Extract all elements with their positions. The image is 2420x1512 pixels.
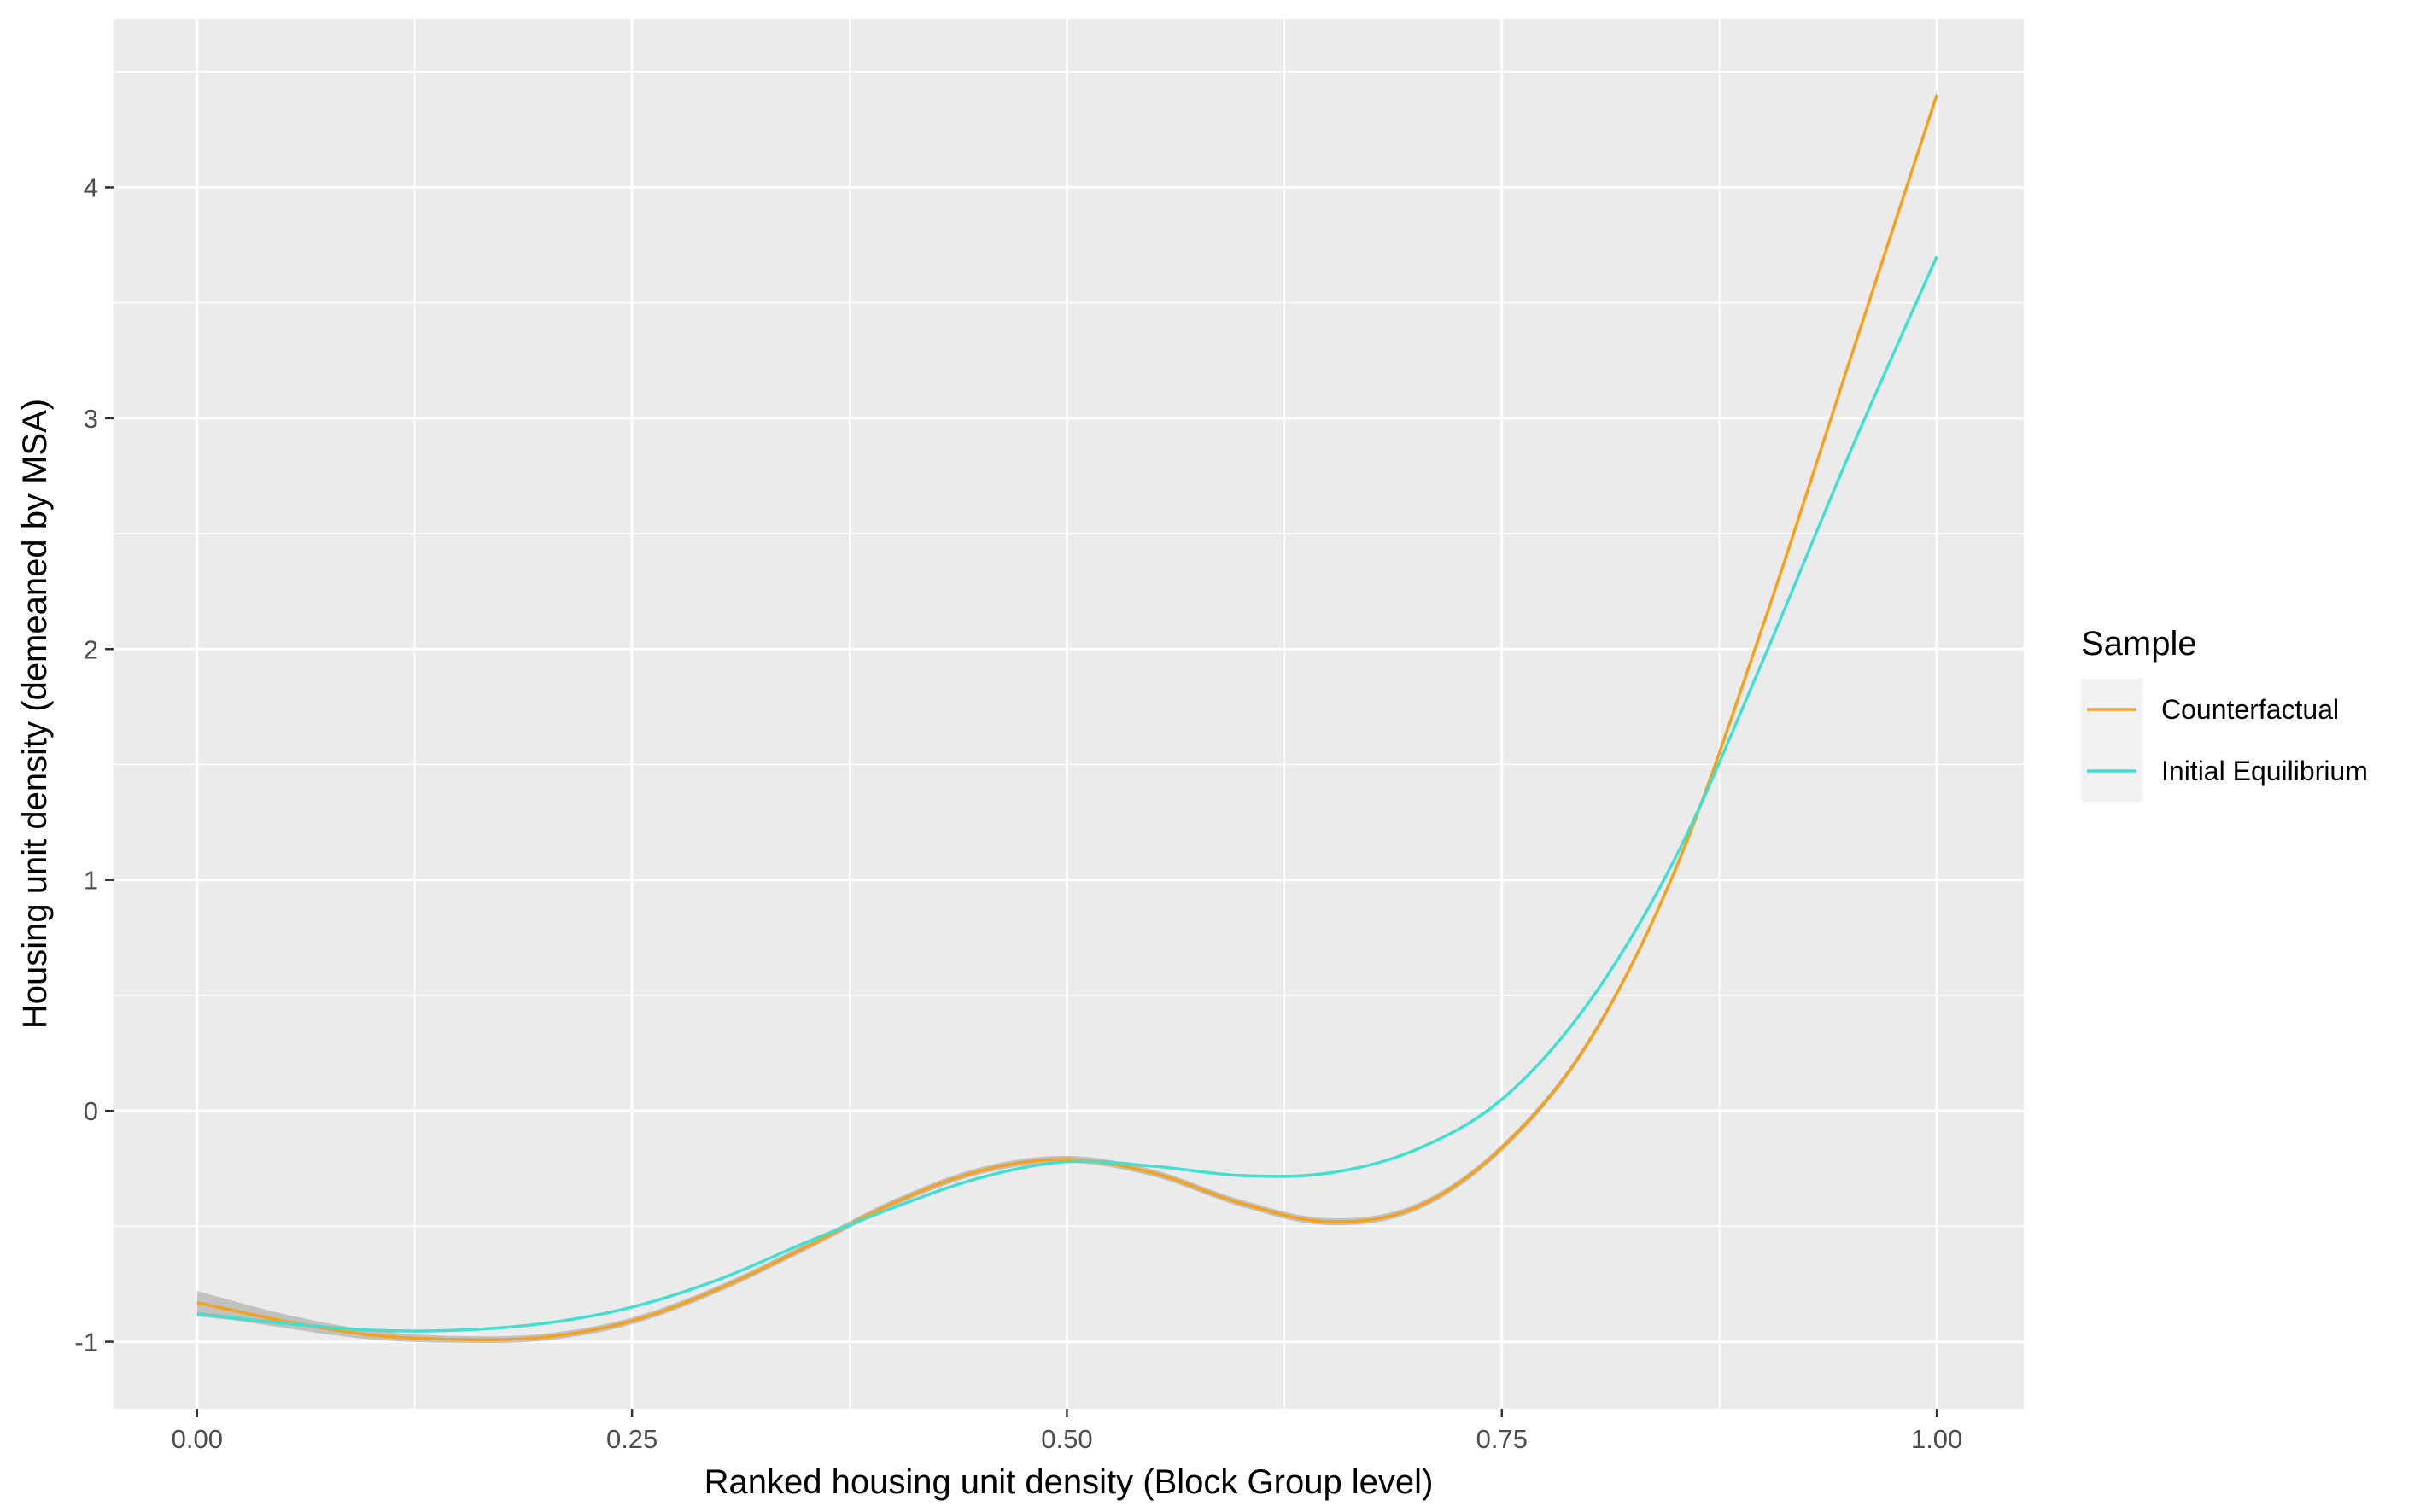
x-tick-label: 1.00 bbox=[1911, 1424, 1962, 1454]
y-tick-label: 3 bbox=[84, 404, 98, 434]
y-axis-ticks: -1 0 1 2 3 4 bbox=[74, 172, 114, 1357]
series-line bbox=[196, 255, 1938, 1333]
series-lines bbox=[196, 94, 1938, 1341]
y-tick-label: 2 bbox=[84, 634, 98, 664]
legend-label: Initial Equilibrium bbox=[2161, 756, 2368, 786]
y-tick-label: 4 bbox=[84, 172, 98, 202]
x-axis-title: Ranked housing unit density (Block Group… bbox=[704, 1463, 1434, 1501]
plot-panel bbox=[114, 19, 2024, 1409]
legend-label: Counterfactual bbox=[2161, 694, 2339, 725]
x-tick-label: 0.50 bbox=[1041, 1424, 1092, 1454]
legend-items: Counterfactual Initial Equilibrium bbox=[2081, 679, 2368, 802]
x-tick-label: 0.25 bbox=[606, 1424, 658, 1454]
series-line bbox=[196, 94, 1938, 1341]
x-tick-label: 0.75 bbox=[1476, 1424, 1528, 1454]
legend: Sample Counterfactual Initial Equilibrium bbox=[2081, 625, 2368, 802]
y-tick-label: 1 bbox=[84, 866, 98, 896]
minor-gridlines bbox=[114, 19, 2024, 1409]
y-tick-label: 0 bbox=[84, 1096, 98, 1126]
y-tick-label: -1 bbox=[74, 1328, 98, 1357]
x-tick-label: 0.00 bbox=[172, 1424, 223, 1454]
y-axis-title: Housing unit density (demeaned by MSA) bbox=[16, 399, 54, 1029]
legend-title: Sample bbox=[2081, 625, 2197, 663]
x-axis-ticks: 0.00 0.25 0.50 0.75 1.00 bbox=[172, 1409, 1962, 1454]
